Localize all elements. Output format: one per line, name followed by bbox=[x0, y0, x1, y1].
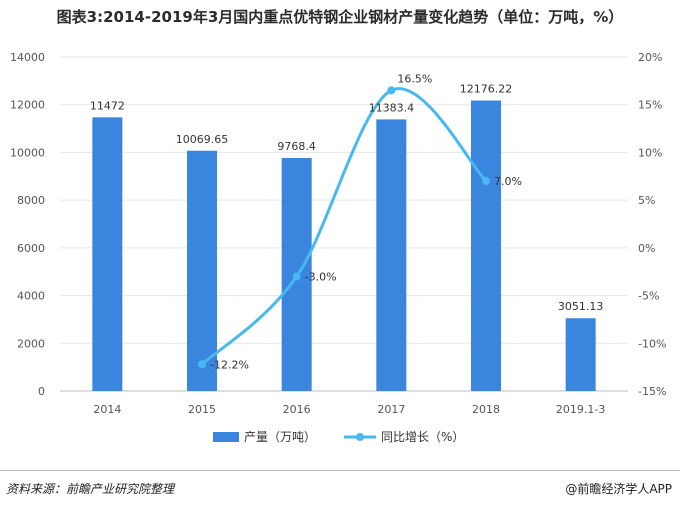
line-layer bbox=[198, 86, 490, 369]
x-tick-label: 2016 bbox=[283, 403, 311, 416]
label-layer: 11472 10069.65 9768.4 11383.4 12176.22 3051.1… bbox=[90, 72, 604, 371]
chart-area: 0 -15% 2000 -10% 4000 -5% 6000 0% 8000 5% 10000 10%… bbox=[10, 51, 666, 444]
legend: 产量（万吨） 同比增长（%） bbox=[213, 430, 464, 444]
footer-divider bbox=[0, 470, 680, 471]
bar-data-label: 9768.4 bbox=[277, 140, 316, 153]
bar bbox=[187, 150, 217, 391]
y-left-tick-label: 14000 bbox=[10, 51, 45, 64]
x-tick-label: 2015 bbox=[188, 403, 216, 416]
y-right-tick-label: 15% bbox=[638, 99, 662, 112]
legend-bar-label: 产量（万吨） bbox=[244, 430, 316, 444]
bar bbox=[471, 100, 501, 391]
y-left-tick-label: 12000 bbox=[10, 99, 45, 112]
bar-layer bbox=[92, 100, 596, 392]
y-left-tick-label: 10000 bbox=[10, 146, 45, 159]
y-right-tick-label: 10% bbox=[638, 146, 662, 159]
growth-data-label: -12.2% bbox=[210, 358, 249, 371]
bar-data-label: 12176.22 bbox=[460, 83, 513, 96]
bar-data-label: 3051.13 bbox=[558, 300, 604, 313]
y-left-tick-label: 8000 bbox=[17, 194, 45, 207]
growth-data-label: 16.5% bbox=[397, 72, 432, 85]
bar bbox=[565, 318, 596, 391]
x-tick-label: 2019.1-3 bbox=[556, 403, 605, 416]
y-right-tick-label: -5% bbox=[638, 290, 659, 303]
y-right-tick-label: 0% bbox=[638, 242, 655, 255]
y-left-tick-label: 0 bbox=[38, 385, 45, 398]
x-tick-label: 2014 bbox=[93, 403, 121, 416]
axis-layer: 0 -15% 2000 -10% 4000 -5% 6000 0% 8000 5% 10000 10%… bbox=[10, 51, 666, 416]
growth-point bbox=[482, 177, 490, 186]
x-tick-label: 2018 bbox=[472, 403, 500, 416]
grid-layer bbox=[60, 56, 628, 344]
y-left-tick-label: 2000 bbox=[17, 337, 45, 350]
legend-line-marker bbox=[356, 433, 364, 441]
bar-data-label: 10069.65 bbox=[176, 133, 229, 146]
bar bbox=[92, 117, 123, 392]
y-right-tick-label: -10% bbox=[638, 337, 666, 350]
growth-point bbox=[198, 360, 206, 369]
bar bbox=[376, 119, 407, 392]
legend-bar-swatch bbox=[213, 432, 239, 442]
y-right-tick-label: 20% bbox=[638, 51, 662, 64]
growth-point bbox=[387, 86, 396, 95]
x-tick-label: 2017 bbox=[377, 403, 405, 416]
bar-data-label: 11472 bbox=[90, 99, 125, 112]
growth-line bbox=[200, 87, 488, 366]
y-left-tick-label: 6000 bbox=[17, 242, 45, 255]
y-right-tick-label: -15% bbox=[638, 385, 666, 398]
y-left-tick-label: 4000 bbox=[17, 290, 45, 303]
bar-data-label: 11383.4 bbox=[369, 101, 415, 114]
brand-note: @前瞻经济学人APP bbox=[565, 482, 672, 496]
growth-data-label: -3.0% bbox=[305, 270, 337, 283]
chart-title: 图表3:2014-2019年3月国内重点优特钢企业钢材产量变化趋势（单位：万吨，… bbox=[56, 8, 624, 26]
legend-line-label: 同比增长（%） bbox=[381, 430, 464, 444]
growth-point bbox=[292, 272, 301, 281]
growth-data-label: 7.0% bbox=[494, 175, 522, 188]
y-right-tick-label: 5% bbox=[638, 194, 655, 207]
source-note: 资料来源：前瞻产业研究院整理 bbox=[6, 482, 175, 496]
